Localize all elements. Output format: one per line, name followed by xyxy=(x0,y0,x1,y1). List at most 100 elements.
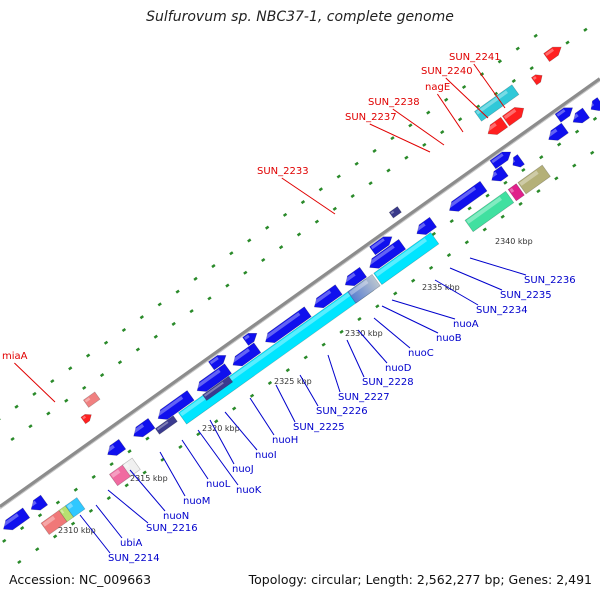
bottom-gene-label[interactable]: nuoK xyxy=(197,429,262,496)
cds-feature[interactable] xyxy=(489,148,514,170)
bottom-gene-label[interactable]: SUN_2225 xyxy=(275,384,345,433)
rna-feature[interactable] xyxy=(501,103,527,127)
cds-feature[interactable] xyxy=(366,238,407,272)
cds-feature[interactable] xyxy=(446,180,488,215)
svg-text:nuoI: nuoI xyxy=(255,450,277,461)
cds-feature[interactable] xyxy=(545,122,569,144)
bottom-gene-label[interactable]: nuoH xyxy=(249,397,298,446)
svg-text:miaA: miaA xyxy=(2,351,28,362)
gene-block[interactable] xyxy=(464,190,515,233)
bottom-gene-label[interactable]: nuoN xyxy=(129,469,189,522)
top-gene-label[interactable]: nagE xyxy=(425,82,464,133)
bottom-gene-label[interactable]: nuoA xyxy=(391,299,479,330)
gene-block[interactable] xyxy=(347,273,381,304)
top-gene-label[interactable]: SUN_2240 xyxy=(421,66,489,119)
rna-feature[interactable] xyxy=(484,116,509,138)
svg-text:nuoL: nuoL xyxy=(206,479,231,490)
top-gene-label[interactable]: SUN_2237 xyxy=(345,112,431,153)
bottom-gene-label[interactable]: nuoJ xyxy=(209,419,254,475)
rna-feature[interactable] xyxy=(80,411,94,425)
top-gene-label[interactable]: SUN_2233 xyxy=(257,166,336,215)
top-gene-label[interactable]: SUN_2238 xyxy=(368,97,445,146)
operon-band[interactable] xyxy=(373,232,440,286)
svg-text:ubiA: ubiA xyxy=(120,538,142,549)
bottom-gene-label[interactable]: ubiA xyxy=(95,504,142,549)
cds-feature[interactable] xyxy=(488,165,509,185)
bottom-gene-label[interactable]: SUN_2236 xyxy=(469,257,576,286)
bottom-gene-label[interactable]: SUN_2216 xyxy=(107,489,198,534)
bottom-gene-label[interactable]: SUN_2228 xyxy=(346,339,414,388)
cds-feature[interactable] xyxy=(104,438,127,459)
cds-feature[interactable] xyxy=(208,351,228,371)
gene-block[interactable] xyxy=(121,457,141,477)
svg-text:SUN_2226: SUN_2226 xyxy=(316,406,368,417)
scale-label: 2335 kbp xyxy=(422,283,460,292)
bottom-gene-label[interactable]: nuoD xyxy=(357,329,412,374)
cds-feature[interactable] xyxy=(509,154,525,170)
gene-block[interactable] xyxy=(58,505,75,523)
cds-feature[interactable] xyxy=(28,494,49,514)
bottom-gene-label[interactable]: SUN_2235 xyxy=(449,267,552,301)
cds-feature[interactable] xyxy=(155,390,195,424)
gene-block[interactable] xyxy=(154,415,178,435)
svg-text:SUN_2236: SUN_2236 xyxy=(524,275,576,286)
top-gene-label[interactable]: SUN_2241 xyxy=(449,52,506,109)
svg-text:SUN_2225: SUN_2225 xyxy=(293,422,345,433)
cds-feature[interactable] xyxy=(413,216,438,238)
bottom-gene-label[interactable]: nuoI xyxy=(224,411,277,461)
scale-label: 2320 kbp xyxy=(202,424,240,433)
cds-feature[interactable] xyxy=(194,363,232,396)
cds-feature[interactable] xyxy=(229,342,262,370)
cds-feature[interactable] xyxy=(570,107,591,127)
rna-feature[interactable] xyxy=(82,391,101,408)
gene-block[interactable] xyxy=(517,164,551,195)
bottom-gene-label[interactable]: nuoL xyxy=(181,439,231,490)
cds-feature[interactable] xyxy=(369,233,395,256)
svg-text:SUN_2237: SUN_2237 xyxy=(345,112,397,123)
rna-feature[interactable] xyxy=(543,43,564,63)
scale-label: 2325 kbp xyxy=(274,377,312,386)
cds-feature[interactable] xyxy=(342,266,368,290)
scale-label: 2310 kbp xyxy=(58,526,96,535)
cds-feature[interactable] xyxy=(262,306,312,347)
svg-text:nuoN: nuoN xyxy=(163,511,189,522)
bottom-gene-label[interactable]: SUN_2226 xyxy=(299,374,368,417)
svg-text:nuoC: nuoC xyxy=(408,348,434,359)
svg-text:nuoD: nuoD xyxy=(385,363,412,374)
gene-block[interactable] xyxy=(507,183,525,202)
svg-text:SUN_2214: SUN_2214 xyxy=(108,553,160,564)
gene-block[interactable] xyxy=(474,84,520,122)
svg-text:SUN_2238: SUN_2238 xyxy=(368,97,420,108)
tick-marks xyxy=(0,27,598,565)
svg-text:nuoA: nuoA xyxy=(453,319,479,330)
gene-block[interactable] xyxy=(65,497,86,518)
bottom-gene-label[interactable]: nuoC xyxy=(373,317,434,359)
bottom-gene-label[interactable]: SUN_2214 xyxy=(79,514,160,564)
rna-feature[interactable] xyxy=(530,72,544,86)
cds-feature[interactable] xyxy=(554,104,575,123)
gene-block[interactable] xyxy=(202,375,234,401)
cds-feature[interactable] xyxy=(242,329,260,346)
svg-text:nuoK: nuoK xyxy=(236,485,262,496)
svg-text:SUN_2233: SUN_2233 xyxy=(257,166,309,177)
cds-feature[interactable] xyxy=(311,284,343,312)
top-gene-label[interactable]: miaA xyxy=(2,351,56,403)
svg-text:nuoB: nuoB xyxy=(436,333,462,344)
svg-text:SUN_2228: SUN_2228 xyxy=(362,377,414,388)
bottom-gene-label[interactable]: SUN_2227 xyxy=(327,354,390,403)
svg-text:SUN_2227: SUN_2227 xyxy=(338,392,390,403)
svg-text:SUN_2234: SUN_2234 xyxy=(476,305,528,316)
gene-block[interactable] xyxy=(388,206,402,219)
bottom-gene-label[interactable]: SUN_2234 xyxy=(434,279,528,316)
bottom-gene-label[interactable]: nuoM xyxy=(159,451,210,507)
svg-text:nagE: nagE xyxy=(425,82,450,93)
svg-text:SUN_2240: SUN_2240 xyxy=(421,66,473,77)
cds-feature[interactable] xyxy=(587,97,600,115)
gene-block[interactable] xyxy=(40,509,68,535)
svg-text:nuoJ: nuoJ xyxy=(232,464,254,475)
cds-feature[interactable] xyxy=(0,507,31,534)
bottom-gene-label[interactable]: nuoB xyxy=(381,305,462,344)
cds-feature[interactable] xyxy=(130,417,156,441)
